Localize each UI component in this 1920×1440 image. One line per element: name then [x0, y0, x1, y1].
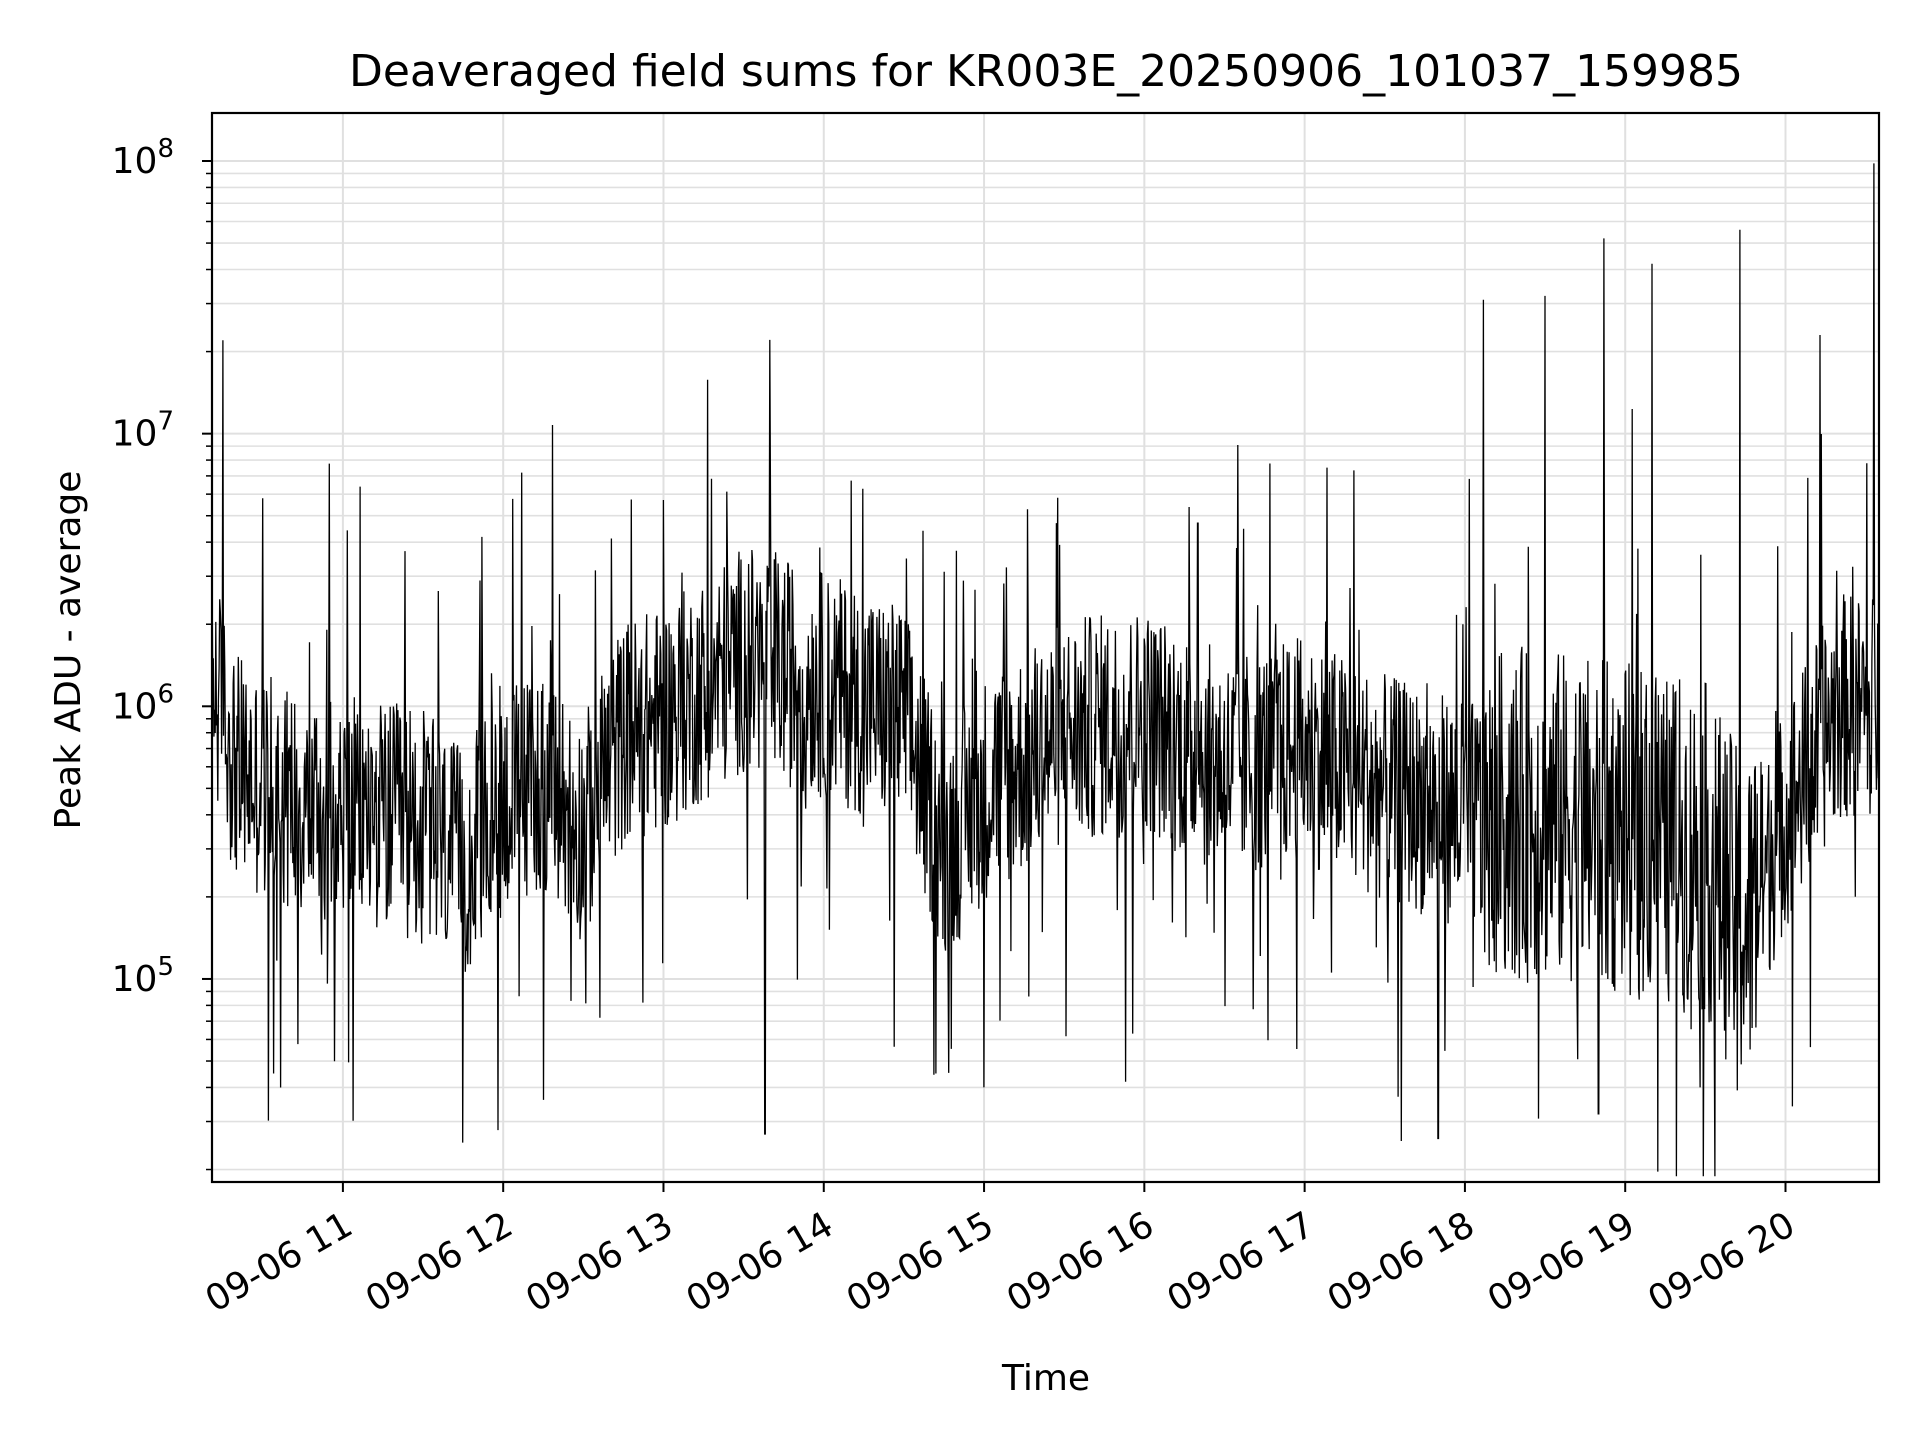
series-line — [211, 163, 1880, 1177]
y-tick-label: 107 — [112, 407, 174, 455]
y-tick-label: 108 — [112, 134, 174, 182]
y-tick-label: 105 — [112, 952, 174, 1000]
series-layer — [211, 163, 1880, 1177]
chart-title: Deaveraged field sums for KR003E_2025090… — [349, 46, 1743, 97]
y-axis: 105 106 107 108 — [112, 134, 212, 1171]
x-axis-label: Time — [1001, 1358, 1090, 1399]
y-axis-label: Peak ADU - average — [48, 471, 89, 830]
y-tick-label: 106 — [112, 679, 174, 727]
plot-frame — [210, 111, 1881, 1184]
